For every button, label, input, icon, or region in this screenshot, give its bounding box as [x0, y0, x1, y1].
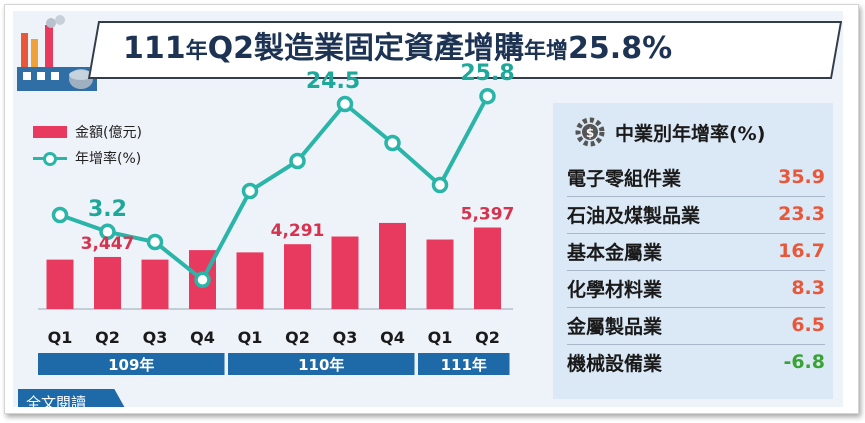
- legend-bar-label: 金額(億元): [75, 125, 142, 141]
- x-tick-label: Q3: [143, 328, 168, 347]
- growth-value-label: 24.5: [306, 69, 360, 94]
- x-tick-label: Q4: [190, 328, 215, 347]
- industry-name: 基本金屬業: [567, 241, 663, 264]
- panel-row-divider: [567, 233, 825, 234]
- bar-amount: [284, 244, 311, 309]
- panel-header: $ 中業別年增率(%): [573, 115, 765, 149]
- industry-name: 電子零組件業: [567, 167, 682, 190]
- factory-icon: [17, 15, 97, 91]
- legend-bar-swatch: [33, 126, 67, 138]
- x-tick-label: Q3: [333, 328, 358, 347]
- read-full-text-label: 全文閱讀: [26, 394, 87, 407]
- industry-name: 機械設備業: [567, 352, 663, 375]
- svg-text:$: $: [586, 126, 594, 140]
- industry-row: 電子零組件業 35.9: [567, 161, 825, 193]
- infographic-frame: 111年Q2製造業固定資產增購年增25.8% 金額(億元) 年增率(%) 3,4…: [4, 4, 859, 414]
- industry-growth-value: 35.9: [778, 166, 825, 188]
- title-part-4: 年增: [524, 39, 569, 64]
- industry-row: 化學材料業 8.3: [567, 272, 825, 304]
- chart-legend: 金額(億元) 年增率(%): [33, 119, 142, 171]
- panel-row-divider: [567, 196, 825, 197]
- combo-chart: 3,447 4,291 5,397 3.2 24.5 25.8 Q1 Q2 Q3 Q4 Q1 Q2 Q3…: [38, 61, 515, 375]
- year-group-band: [38, 353, 225, 375]
- legend-line-label: 年增率(%): [75, 151, 142, 167]
- bar-value-label: 5,397: [461, 205, 515, 225]
- growth-point: [289, 152, 306, 170]
- bar-amount: [426, 239, 454, 309]
- legend-item-amount: 金額(億元): [33, 119, 142, 145]
- year-group-label: 111年: [441, 356, 487, 374]
- bar-amount: [141, 259, 169, 309]
- x-tick-label: Q2: [475, 328, 500, 347]
- bar-amount: [331, 236, 359, 309]
- industry-name: 石油及煤製品業: [567, 204, 701, 227]
- growth-point: [241, 182, 259, 200]
- industry-growth-panel: $ 中業別年增率(%) 電子零組件業 35.9 石油及煤製品業 23.3 基本金屬業 16…: [553, 103, 833, 399]
- x-tick-label: Q2: [285, 328, 310, 347]
- growth-point: [384, 134, 401, 152]
- title-part-2: 年: [185, 39, 208, 64]
- title-part-1: 111: [123, 31, 186, 66]
- gear-money-icon: $: [575, 117, 605, 147]
- x-tick-label: Q1: [428, 328, 453, 347]
- industry-row: 石油及煤製品業 23.3: [567, 198, 825, 230]
- industry-name: 化學材料業: [567, 278, 663, 301]
- x-tick-label: Q2: [95, 328, 120, 347]
- panel-title: 中業別年增率(%): [615, 122, 766, 145]
- x-tick-label: Q4: [380, 328, 405, 347]
- bar-value-label: 4,291: [271, 221, 325, 241]
- industry-growth-value: 6.5: [791, 314, 825, 336]
- bar-amount: [236, 252, 264, 309]
- year-group-band: [418, 353, 510, 375]
- read-full-text-button[interactable]: 全文閱讀: [18, 389, 130, 407]
- bar-amount: [379, 222, 406, 309]
- industry-growth-value: -6.8: [783, 351, 825, 373]
- legend-item-growth: 年增率(%): [33, 145, 142, 171]
- legend-line-swatch: [33, 152, 67, 166]
- growth-point: [146, 233, 164, 251]
- growth-line: [59, 95, 490, 282]
- x-tick-label: Q1: [48, 328, 73, 347]
- year-group-band: [228, 353, 415, 375]
- industry-row: 機械設備業 -6.8: [567, 346, 825, 378]
- bar-amount: [94, 256, 121, 309]
- title-part-3: Q2製造業固定資產增購: [207, 31, 525, 66]
- industry-name: 金屬製品業: [567, 315, 663, 338]
- growth-point: [99, 223, 116, 241]
- bar-amount: [474, 227, 501, 309]
- growth-point: [336, 95, 354, 113]
- page-title: 111年Q2製造業固定資產增購年增25.8%: [123, 25, 672, 73]
- bar-value-label: 3,447: [81, 234, 135, 254]
- panel-row-divider: [567, 307, 825, 308]
- year-group-label: 109年: [108, 356, 154, 374]
- industry-growth-value: 23.3: [778, 203, 825, 225]
- bar-amount: [46, 259, 74, 309]
- growth-value-label: 25.8: [460, 61, 514, 86]
- year-group-label: 110年: [298, 356, 344, 374]
- industry-row: 基本金屬業 16.7: [567, 235, 825, 267]
- industry-row: 金屬製品業 6.5: [567, 309, 825, 341]
- growth-point: [51, 206, 69, 224]
- title-part-5: 25.8%: [568, 31, 673, 66]
- growth-value-label: 3.2: [88, 197, 127, 222]
- industry-growth-value: 16.7: [778, 240, 825, 262]
- growth-point: [431, 176, 449, 194]
- x-tick-label: Q1: [238, 328, 263, 347]
- industry-growth-value: 8.3: [791, 277, 825, 299]
- infographic-canvas: 111年Q2製造業固定資產增購年增25.8% 金額(億元) 年增率(%) 3,4…: [13, 11, 843, 407]
- growth-point: [194, 271, 211, 289]
- panel-row-divider: [567, 344, 825, 345]
- panel-row-divider: [567, 270, 825, 271]
- growth-point: [479, 87, 496, 105]
